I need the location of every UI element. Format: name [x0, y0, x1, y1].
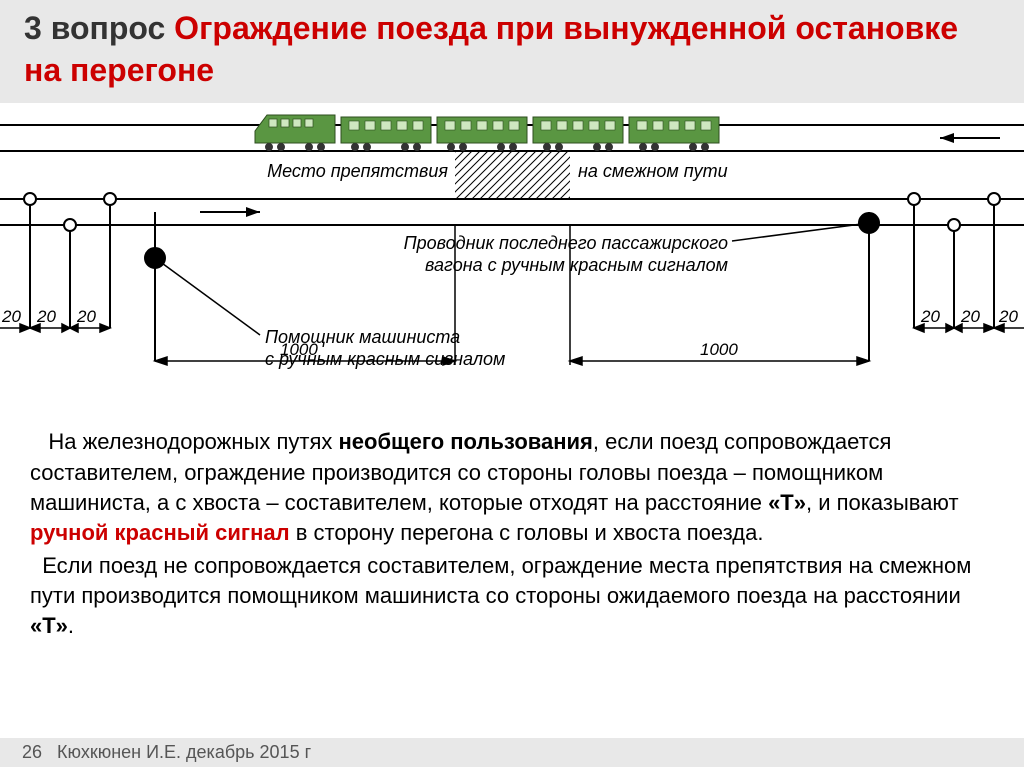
svg-text:20: 20: [920, 307, 940, 326]
helper-label-l2: с ручным красным сигналом: [265, 349, 505, 369]
obstacle-sublabel: на смежном пути: [578, 161, 728, 181]
footer-author: Кюхкюнен И.Е. декабрь 2015 г: [57, 742, 311, 762]
paragraph-2: Если поезд не сопровождается составителе…: [30, 551, 994, 642]
slide-footer: 26 Кюхкюнен И.Е. декабрь 2015 г: [0, 738, 1024, 767]
slide-header: 3 вопрос Ограждение поезда при вынужденн…: [0, 0, 1024, 103]
paragraph-1: На железнодорожных путях необщего пользо…: [30, 427, 994, 548]
svg-text:1000: 1000: [700, 340, 738, 359]
title-text: Ограждение поезда при вынужденной остано…: [24, 10, 958, 88]
svg-text:20: 20: [998, 307, 1018, 326]
railway-diagram: Место препятствия на смежном пути 20 20 …: [0, 103, 1024, 423]
page-number: 26: [22, 742, 42, 762]
conductor-label-l1: Проводник последнего пассажирского: [404, 233, 728, 253]
svg-text:20: 20: [960, 307, 980, 326]
obstacle-label: Место препятствия: [267, 161, 448, 181]
body-text: На железнодорожных путях необщего пользо…: [0, 423, 1024, 642]
helper-label-l1: Помощник машиниста: [265, 327, 460, 347]
question-number: 3 вопрос: [24, 10, 165, 46]
svg-text:20: 20: [1, 307, 21, 326]
slide-title: 3 вопрос Ограждение поезда при вынужденн…: [24, 8, 1000, 91]
svg-text:20: 20: [36, 307, 56, 326]
conductor-label-l2: вагона с ручным красным сигналом: [425, 255, 728, 275]
svg-text:20: 20: [76, 307, 96, 326]
